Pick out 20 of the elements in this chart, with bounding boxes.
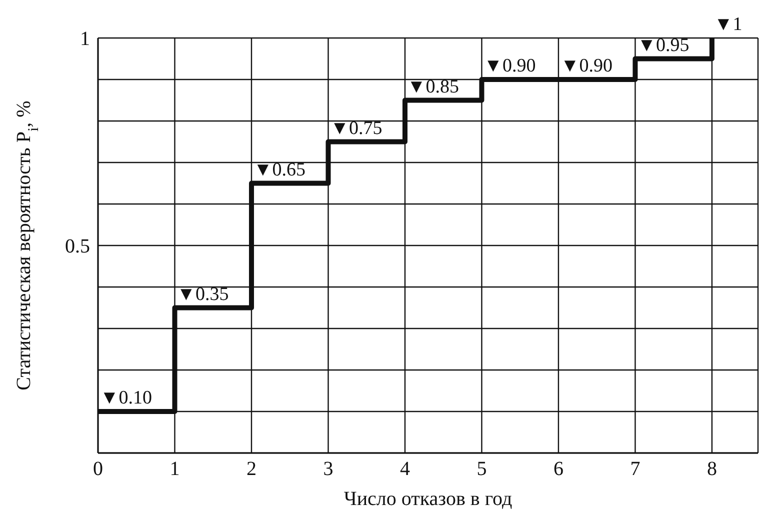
data-label: ▼0.10 (100, 388, 152, 408)
x-tick-label: 8 (706, 458, 717, 480)
x-tick-label: 6 (553, 458, 564, 480)
data-label: ▼0.90 (484, 56, 536, 76)
x-tick-label: 1 (170, 458, 180, 480)
x-tick-label: 0 (93, 458, 103, 480)
data-label: ▼0.90 (560, 56, 613, 76)
x-tick-label: 5 (476, 458, 487, 480)
y-tick-label: 0.5 (65, 236, 90, 258)
x-axis-title: Число отказов в год (344, 488, 512, 510)
data-label: ▼0.95 (637, 34, 690, 56)
x-tick-label: 4 (400, 458, 410, 480)
x-tick-label: 3 (323, 458, 334, 480)
data-label: ▼0.85 (406, 76, 460, 98)
data-label: ▼0.65 (253, 159, 306, 180)
data-label: ▼0.35 (176, 284, 229, 305)
data-label: ▼0.75 (330, 118, 382, 139)
x-tick-label: 2 (246, 458, 256, 480)
data-label: ▼1 (714, 14, 742, 35)
x-tick-label: 7 (630, 458, 640, 480)
